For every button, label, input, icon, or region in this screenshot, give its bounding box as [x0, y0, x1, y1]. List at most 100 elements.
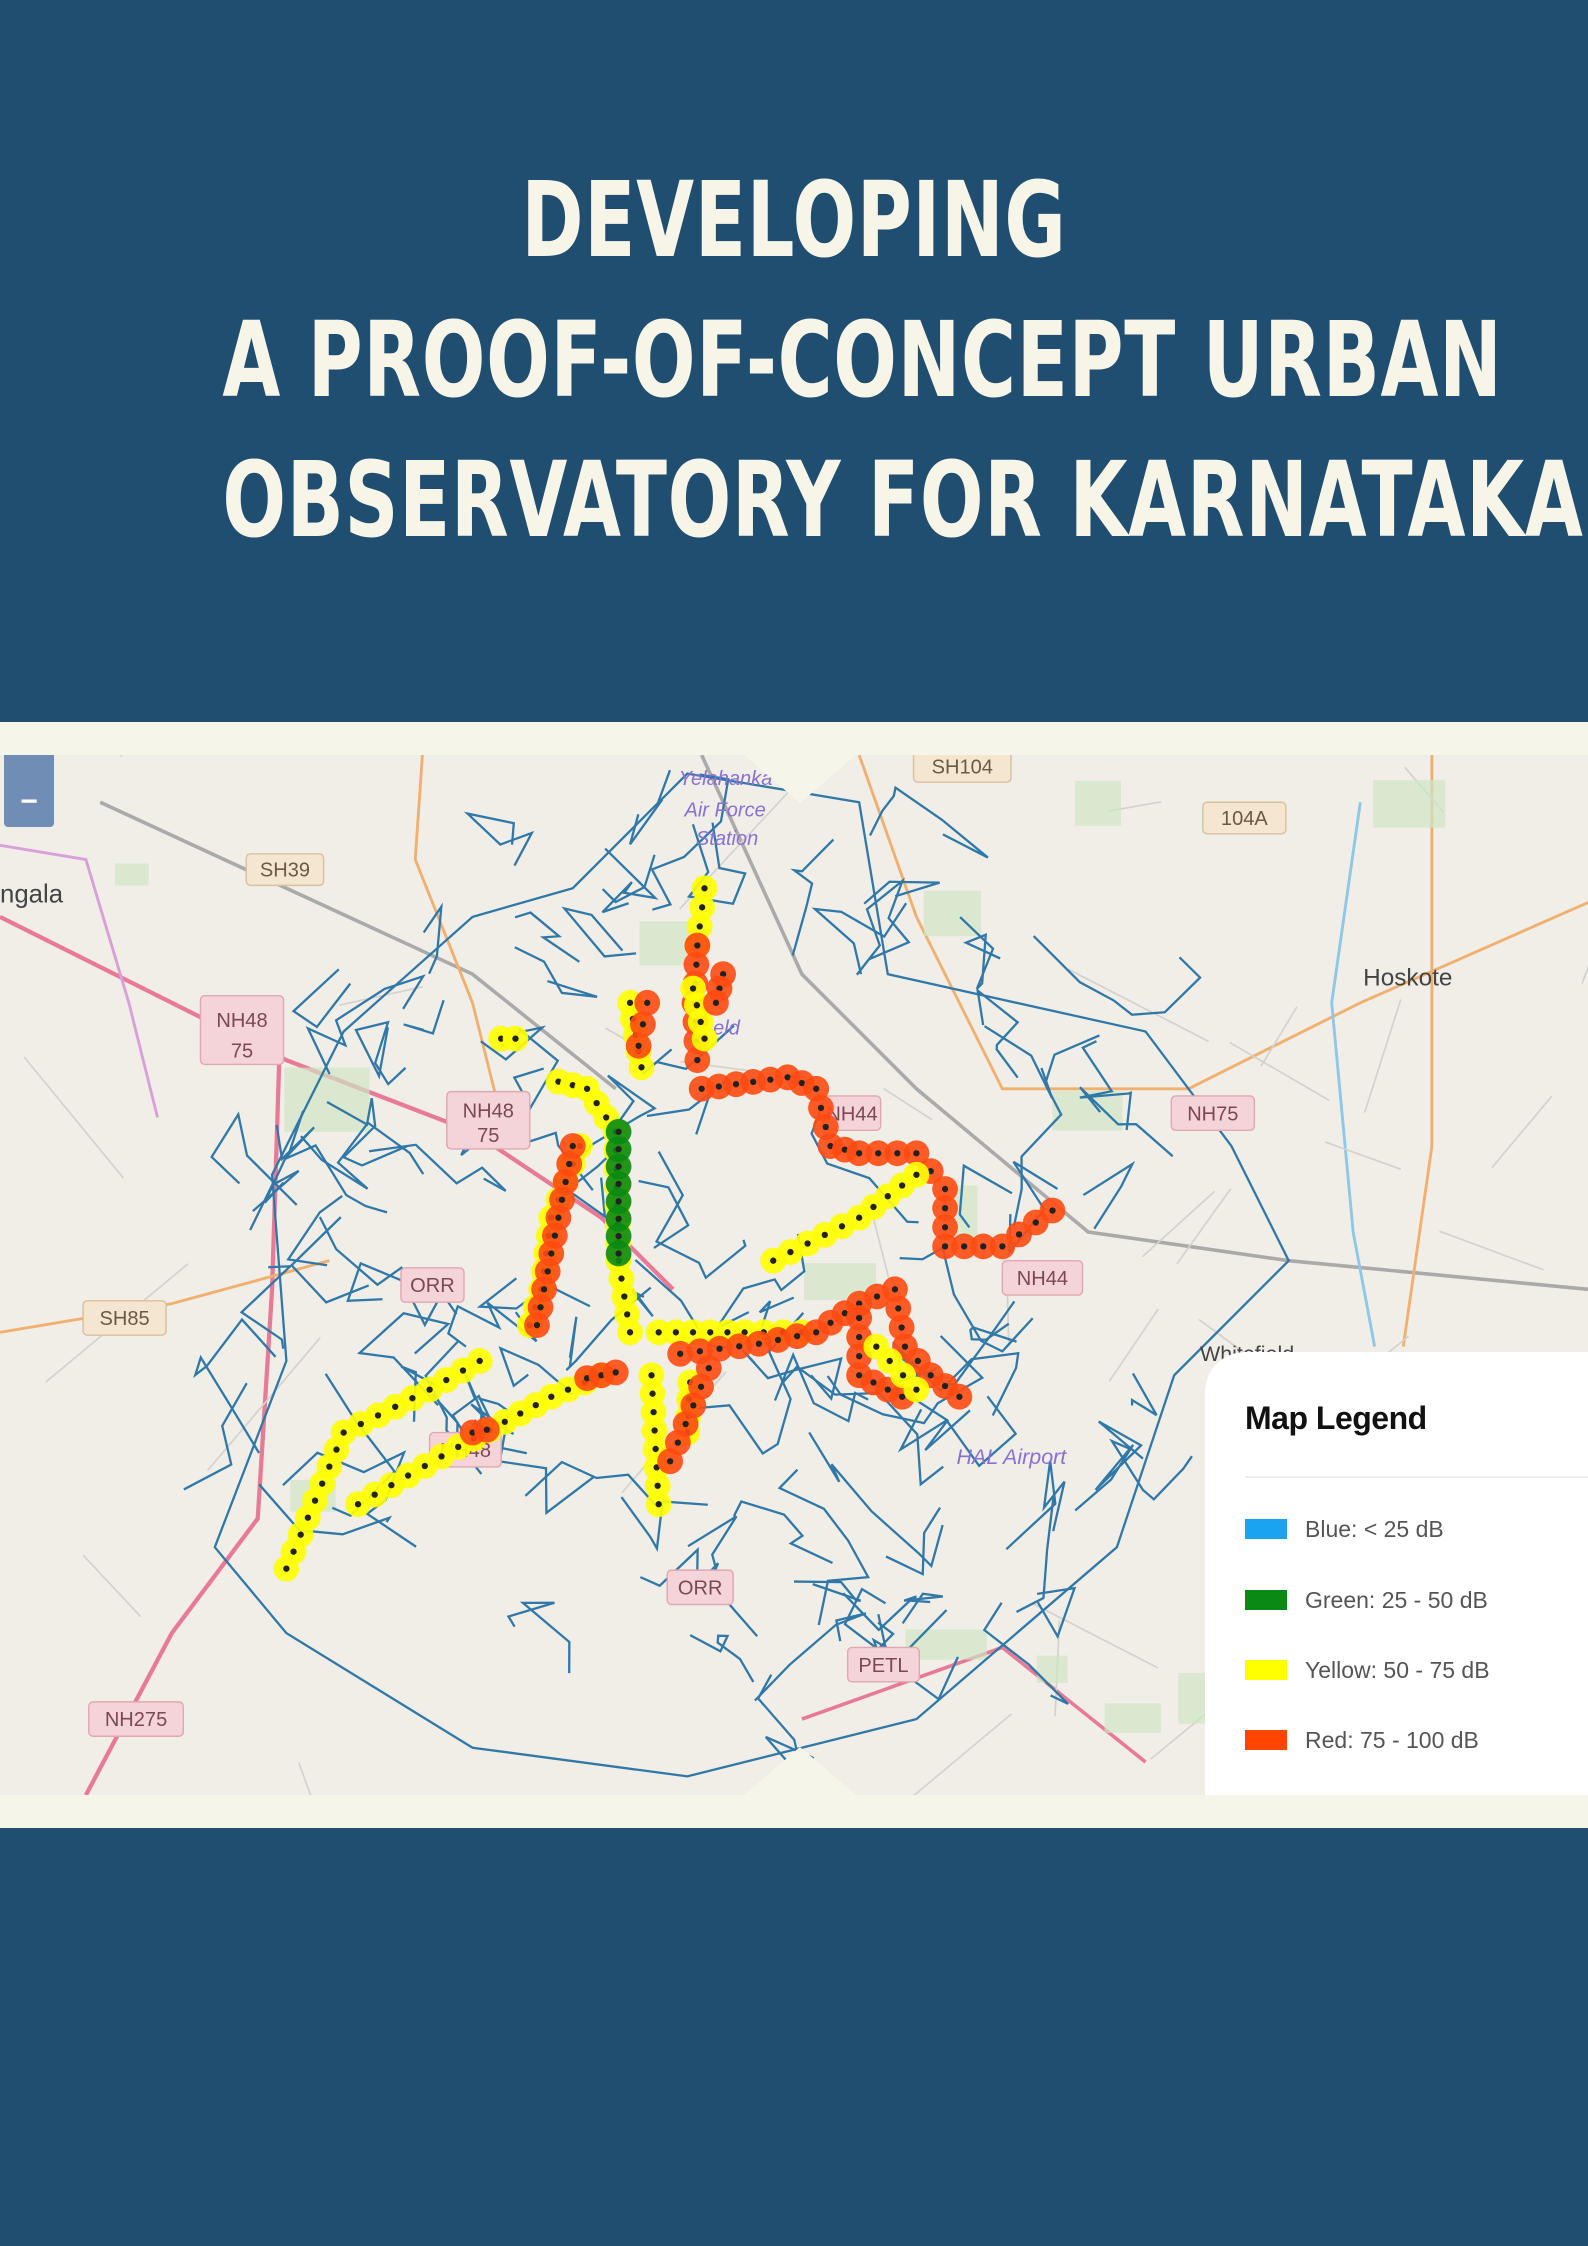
ward-boundary: [356, 1311, 451, 1406]
park-area: [1036, 1655, 1068, 1684]
road-label: NH275: [105, 1709, 167, 1731]
noise-point-center: [804, 1240, 811, 1247]
legend-label: Green: 25 - 50 dB: [1305, 1586, 1488, 1613]
noise-point-center: [856, 1314, 863, 1322]
noise-point-center: [701, 1035, 708, 1042]
road-label: ORR: [678, 1577, 723, 1599]
noise-point-center: [891, 1286, 899, 1293]
noise-point-center: [884, 1386, 891, 1393]
legend-title: Map Legend: [1245, 1400, 1427, 1436]
noise-point-center: [326, 1463, 333, 1470]
ward-boundary: [982, 1602, 1069, 1705]
noise-point-center: [426, 1386, 433, 1393]
minor-road: [119, 755, 123, 757]
road-label: NH44: [1017, 1268, 1068, 1290]
noise-point-center: [537, 1304, 544, 1311]
ward-boundary: [289, 1216, 370, 1304]
zoom-out-label: −: [20, 785, 38, 818]
title-line-2: A PROOF-OF-CONCEPT URBAN: [222, 299, 1503, 421]
noise-point-center: [615, 1145, 622, 1153]
legend-label: Blue: < 25 dB: [1305, 1515, 1444, 1542]
ward-boundary: [808, 1431, 944, 1569]
noise-point-center: [901, 1343, 909, 1350]
ward-boundary: [790, 838, 835, 956]
noise-point-center: [774, 1336, 782, 1344]
minor-road: [1006, 1291, 1010, 1347]
ward-boundary: [561, 906, 637, 958]
noise-point-center: [750, 1078, 757, 1086]
noise-point-center: [899, 1372, 907, 1379]
ward-boundary: [263, 1124, 315, 1204]
noise-point-center: [501, 1418, 508, 1425]
noise-point-center: [603, 1114, 610, 1121]
ward-boundary: [687, 1515, 759, 1638]
noise-point-center: [409, 1395, 416, 1402]
ward-boundary: [863, 880, 940, 905]
noise-point-center: [689, 1329, 697, 1336]
minor-road: [1068, 968, 1210, 1043]
noise-point-center: [961, 1243, 968, 1250]
minor-road: [1141, 1190, 1216, 1258]
ward-boundary: [291, 968, 352, 1029]
noise-point-center: [715, 1083, 722, 1090]
road-label: SH39: [260, 860, 310, 882]
noise-point-center: [927, 1167, 934, 1175]
noise-point-center: [615, 1128, 622, 1135]
noise-point-center: [443, 1376, 450, 1384]
road-label: NH48: [216, 1010, 267, 1032]
noise-point-center: [551, 1232, 559, 1239]
noise-point-center: [870, 1379, 877, 1386]
road: [801, 1645, 1147, 1764]
noise-point-center: [693, 961, 700, 968]
noise-point-center: [626, 1329, 634, 1336]
frame-notch-bottom: [744, 1747, 856, 1795]
ward-boundary: [885, 1507, 942, 1576]
noise-point-center: [856, 1353, 863, 1360]
legend-item-red: Red: 75 - 100 dB: [1245, 1725, 1479, 1755]
road-label: SH104: [932, 757, 993, 779]
road-shield: [1202, 801, 1287, 835]
noise-point-center: [1032, 1219, 1039, 1226]
ward-boundary: [1012, 1034, 1100, 1226]
noise-point-center: [612, 1369, 619, 1376]
noise-point-center: [615, 1250, 622, 1257]
noise-point-center: [693, 1002, 701, 1009]
noise-point-center: [821, 1231, 828, 1239]
noise-point-center: [558, 1196, 566, 1203]
noise-point-center: [784, 1074, 791, 1081]
road-shield: [1170, 1095, 1256, 1132]
noise-point-center: [787, 1248, 794, 1256]
ward-boundary: [326, 1098, 408, 1167]
ward-boundary: [601, 854, 656, 904]
noise-point-center: [548, 1393, 555, 1400]
noise-point-center: [927, 1372, 934, 1379]
noise-points-layer: [273, 875, 1066, 1582]
zoom-out-button[interactable]: −: [4, 755, 54, 827]
noise-point-center: [532, 1401, 539, 1409]
noise-point-center: [813, 1329, 820, 1336]
noise-point-center: [655, 1501, 662, 1508]
city-boundary: [213, 772, 1291, 1778]
road-label: 75: [477, 1125, 499, 1147]
noise-point-center: [459, 1367, 467, 1374]
noise-point-center: [884, 1193, 891, 1200]
ward-boundary: [869, 785, 989, 859]
minor-road: [1031, 1602, 1159, 1669]
noise-point-center: [548, 1250, 555, 1257]
noise-point-center: [304, 1514, 312, 1521]
noise-point-center: [650, 1408, 657, 1416]
noise-point-center: [635, 1042, 642, 1049]
noise-point-center: [655, 1329, 662, 1336]
noise-point-center: [694, 942, 701, 949]
noise-point-center: [822, 1123, 829, 1131]
noise-point-center: [913, 1386, 920, 1393]
road-label: NH75: [1187, 1103, 1238, 1125]
ward-boundary: [628, 769, 672, 846]
place-label: Station: [696, 828, 758, 850]
minor-road: [1439, 1230, 1544, 1271]
ward-boundary: [1074, 1420, 1144, 1512]
noise-point-center: [895, 1305, 902, 1312]
noise-point-center: [798, 1079, 806, 1087]
ward-boundary: [826, 1335, 985, 1425]
place-label: eld: [713, 1017, 741, 1039]
